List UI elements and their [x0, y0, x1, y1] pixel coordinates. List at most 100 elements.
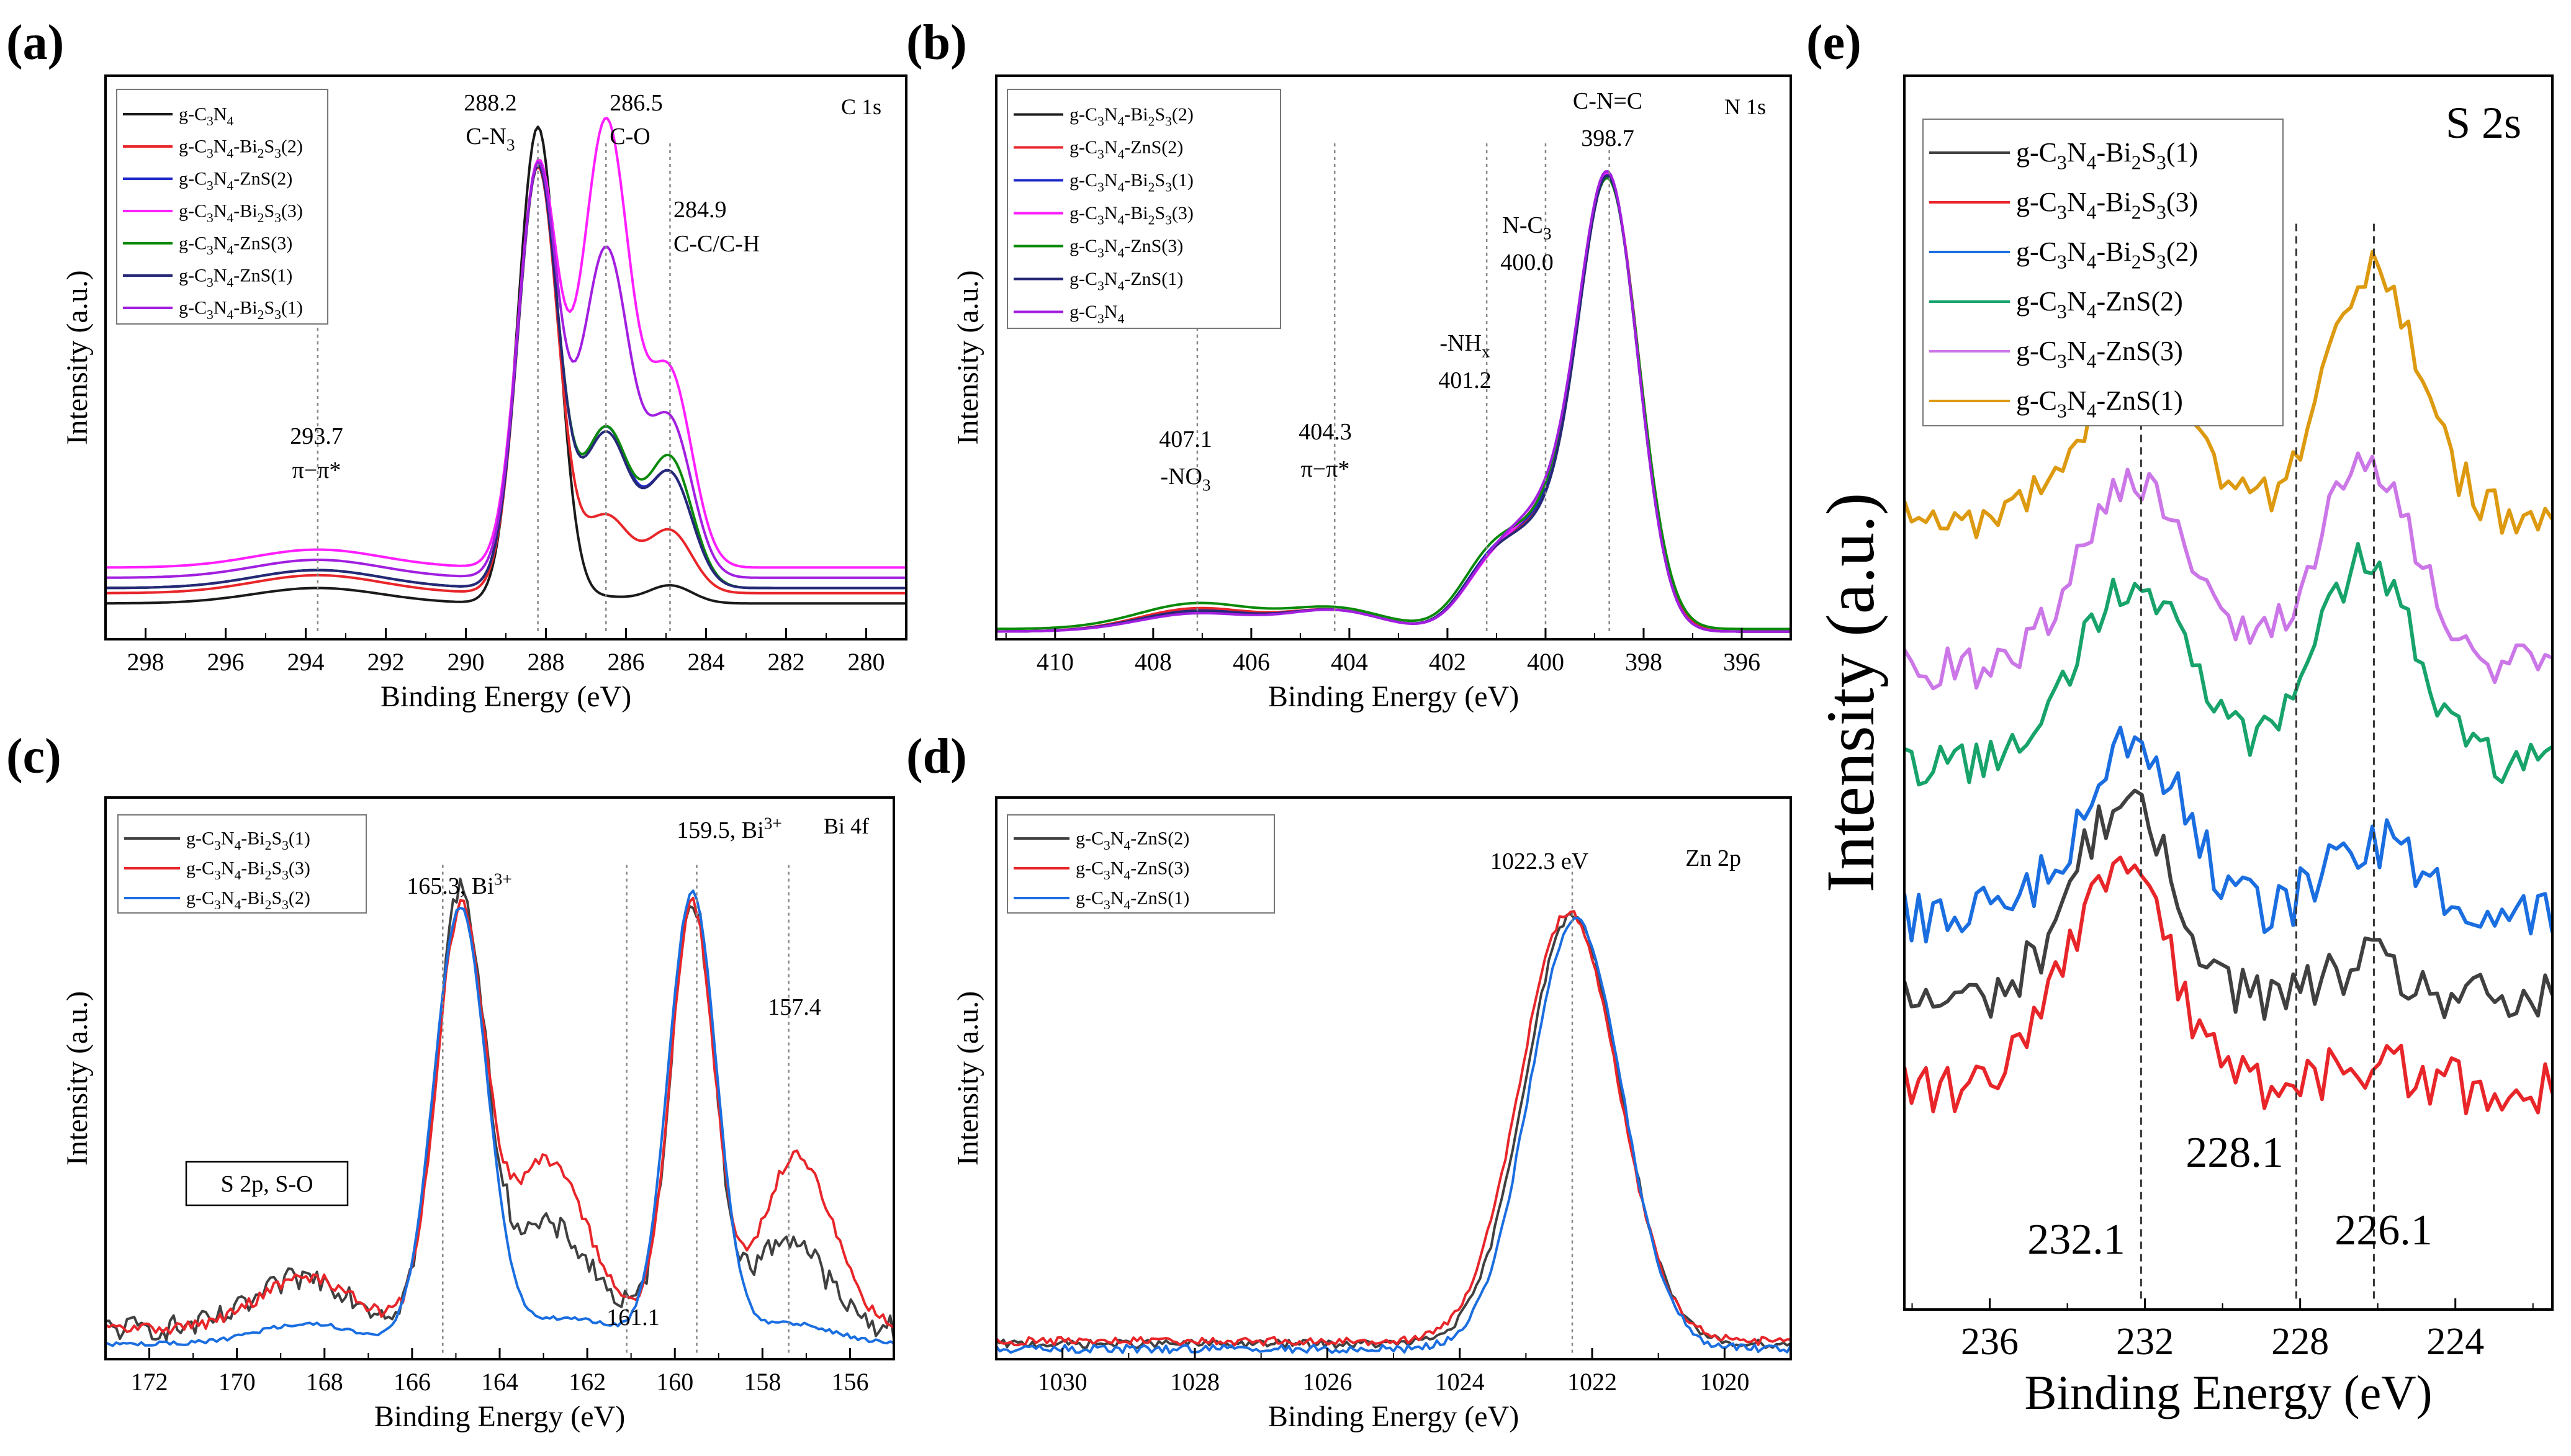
series-e-g-c3n4-zns-3	[1904, 451, 2552, 691]
series-e-g-c3n4-bi2s3-3	[1904, 855, 2552, 1115]
series-group-b	[996, 170, 1791, 633]
series-c-g-c3n4-bi2s3-3	[106, 896, 894, 1335]
x-tick-label-e-2: 228	[2271, 1321, 2329, 1363]
legend-label-b-5: g-C3N4-ZnS(1)	[1069, 269, 1183, 293]
panel-title-a: C 1s	[841, 94, 881, 119]
x-tick-label-a-5: 288	[528, 648, 565, 676]
legend-label-c-2: g-C3N4-Bi2S3(2)	[186, 888, 310, 912]
legend-label-d-0: g-C3N4-ZnS(2)	[1076, 829, 1189, 853]
annotation-text-e-2-0: 226.1	[2335, 1207, 2433, 1254]
panel-label-d: (d)	[906, 729, 967, 784]
x-tick-label-e-3: 224	[2426, 1321, 2484, 1363]
legend-label-a-1: g-C3N4-Bi2S3(2)	[179, 137, 303, 161]
series-e-g-c3n4-bi2s3-2	[1904, 726, 2552, 944]
legend-e: g-C3N4-Bi2S3(1) g-C3N4-Bi2S3(3) g-C3N4-Bi2…	[1922, 119, 2284, 426]
panel-title-d: Zn 2p	[1685, 845, 1741, 871]
series-group-c	[106, 878, 894, 1347]
legend-label-a-0: g-C3N4	[179, 104, 233, 128]
series-b-g-c3n4	[996, 170, 1791, 633]
x-axis-label-e: Binding Energy (eV)	[2024, 1365, 2432, 1419]
series-c-g-c3n4-bi2s3-2	[106, 889, 894, 1347]
legend-box-c	[117, 814, 367, 914]
x-tick-label-a-2: 294	[287, 648, 325, 676]
legend-label-d-1: g-C3N4-ZnS(3)	[1076, 858, 1189, 883]
legend-label-c-0: g-C3N4-Bi2S3(1)	[186, 829, 310, 853]
x-tick-label-c-3: 166	[394, 1368, 431, 1396]
legend-c: g-C3N4-Bi2S3(1) g-C3N4-Bi2S3(3) g-C3N4-Bi2…	[117, 814, 367, 914]
annotation-text-a-2-1: C-O	[610, 124, 650, 150]
legend-label-e-3: g-C3N4-ZnS(2)	[2016, 286, 2183, 322]
x-tick-label-b-4: 402	[1429, 648, 1466, 676]
x-tick-label-b-3: 404	[1331, 648, 1368, 676]
x-tick-label-a-9: 280	[848, 648, 885, 676]
series-d-g-c3n4-zns-3	[996, 910, 1791, 1347]
series-d-g-c3n4-zns-1	[996, 916, 1791, 1354]
legend-box-a	[116, 89, 328, 325]
panel-b: (b) 410 408 406 404 402 400 398 396 Binding Energ…	[906, 16, 1792, 713]
legend-box-d	[1007, 814, 1275, 914]
x-tick-label-d-5: 1020	[1700, 1368, 1749, 1396]
x-tick-label-d-3: 1024	[1435, 1368, 1485, 1396]
annotation-text-a-3-1: C-C/C-H	[673, 231, 760, 257]
series-e-g-c3n4-bi2s3-1	[1904, 788, 2552, 1021]
x-tick-label-c-7: 158	[744, 1368, 781, 1396]
annotation-text-a-0-1: π−π*	[292, 457, 341, 483]
legend-label-e-1: g-C3N4-Bi2S3(3)	[2016, 187, 2198, 223]
y-axis-label-e: Intensity (a.u.)	[1812, 493, 1888, 893]
x-tick-label-e-1: 232	[2116, 1321, 2174, 1363]
x-tick-label-e-0: 236	[1961, 1321, 2019, 1363]
annotation-text-b-2-0: -NHx	[1439, 330, 1490, 361]
x-tick-label-a-8: 282	[768, 648, 805, 676]
legend-label-a-4: g-C3N4-ZnS(3)	[179, 233, 292, 258]
legend-label-e-2: g-C3N4-Bi2S3(2)	[2016, 236, 2198, 272]
legend-label-b-2: g-C3N4-Bi2S3(1)	[1069, 170, 1194, 194]
legend-a: g-C3N4 g-C3N4-Bi2S3(2) g-C3N4-ZnS(2) g-C3N4…	[116, 89, 328, 325]
annotation-text-a-3-0: 284.9	[673, 197, 727, 223]
y-axis-label-a: Intensity (a.u.)	[61, 270, 94, 444]
legend-b: g-C3N4-Bi2S3(2) g-C3N4-ZnS(2) g-C3N4-Bi2S3…	[1007, 89, 1281, 329]
panel-label-b: (b)	[906, 16, 967, 70]
x-tick-label-b-0: 410	[1037, 648, 1074, 676]
annotation-text-c-3-0: 161.1	[606, 1305, 660, 1331]
x-tick-label-c-2: 168	[306, 1368, 343, 1396]
y-axis-label-b: Intensity (a.u.)	[952, 270, 984, 444]
panel-title-b: N 1s	[1724, 94, 1766, 119]
x-axis-label-a: Binding Energy (eV)	[380, 680, 631, 713]
x-tick-label-a-3: 292	[367, 648, 405, 676]
annotation-text-b-4-1: 398.7	[1581, 125, 1634, 151]
x-tick-label-a-6: 286	[608, 648, 645, 676]
x-tick-label-d-0: 1030	[1038, 1368, 1087, 1396]
series-group-e	[1904, 249, 2552, 1115]
x-tick-label-c-0: 172	[131, 1368, 168, 1396]
x-tick-label-c-1: 170	[218, 1368, 256, 1396]
legend-label-e-0: g-C3N4-Bi2S3(1)	[2016, 137, 2198, 173]
x-tick-label-c-8: 156	[831, 1368, 868, 1396]
annotation-text-b-3-0: N-C3	[1502, 212, 1551, 243]
panel-a: (a) 298 296 294 292 290 288 286 284 282 280 Binding…	[6, 16, 907, 713]
legend-box-e	[1922, 119, 2284, 426]
x-tick-label-c-6: 160	[656, 1368, 693, 1396]
x-tick-label-b-1: 408	[1135, 648, 1172, 676]
annotation-text-c-2-0: 157.4	[768, 994, 821, 1020]
annotation-text-b-0-0: 407.1	[1159, 426, 1212, 452]
panel-label-a: (a)	[6, 16, 64, 70]
legend-label-a-2: g-C3N4-ZnS(2)	[179, 169, 292, 193]
annotation-text-c-0-0: 165.3, Bi3+	[407, 870, 512, 899]
x-tick-label-c-4: 164	[481, 1368, 518, 1396]
panel-label-c: (c)	[6, 729, 61, 784]
annotation-text-b-4-0: C-N=C	[1573, 88, 1642, 114]
series-a-g-c3n4-bi2s3-1	[106, 161, 906, 579]
x-axis-label-d: Binding Energy (eV)	[1268, 1400, 1519, 1433]
annotation-text-c-1-0: 159.5, Bi3+	[677, 814, 782, 843]
panel-d: (d) 1030 1028 1026 1024 1022 1020 Binding Energ…	[906, 729, 1792, 1433]
annotation-text-d-0-0: 1022.3 eV	[1490, 848, 1589, 874]
y-axis-label-d: Intensity (a.u.)	[952, 991, 984, 1166]
legend-label-a-3: g-C3N4-Bi2S3(3)	[179, 201, 303, 225]
legend-label-d-2: g-C3N4-ZnS(1)	[1076, 888, 1189, 912]
annotation-text-e-0-0: 232.1	[2027, 1216, 2125, 1264]
annotation-text-b-3-1: 400.0	[1500, 249, 1554, 276]
legend-box-b	[1007, 89, 1281, 329]
plot-frame-e	[1903, 74, 2554, 1311]
